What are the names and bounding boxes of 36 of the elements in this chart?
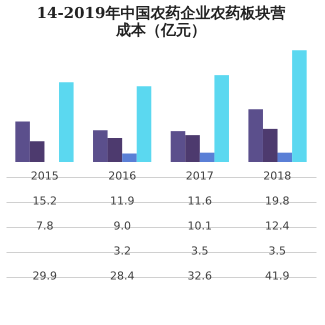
data-label: 29.9 (32, 270, 57, 282)
bar (292, 50, 307, 162)
data-label: 10.1 (188, 220, 212, 232)
bar (170, 131, 186, 162)
bar (278, 152, 292, 162)
text: 14-2019年中国农药企业农药板块营 (36, 4, 286, 22)
bar (30, 141, 44, 162)
data-label: 11.9 (110, 194, 134, 208)
text: 成本（亿元） (116, 21, 206, 39)
bar (59, 82, 74, 162)
data-label: 19.8 (265, 194, 290, 208)
data-label: 32.6 (188, 270, 212, 282)
bar (136, 86, 152, 162)
bar (200, 152, 214, 162)
data-label: 11.6 (188, 194, 212, 208)
data-label: 41.9 (265, 270, 290, 282)
x-tick-label: 2015 (30, 170, 59, 182)
bar (214, 75, 229, 162)
data-label: 9.0 (114, 220, 131, 232)
bar (122, 153, 137, 162)
bar (262, 128, 278, 162)
bar (248, 109, 263, 162)
bar (15, 121, 30, 162)
data-label: 3.5 (268, 244, 286, 258)
data-label: 15.2 (32, 194, 57, 208)
x-tick-label: 2017 (186, 170, 214, 182)
bar (108, 138, 122, 162)
bar (185, 135, 200, 162)
data-label: 3.2 (114, 244, 131, 258)
data-label: 7.8 (36, 220, 54, 232)
data-label: 3.5 (191, 244, 208, 258)
data-label: 28.4 (110, 270, 134, 282)
x-tick-label: 2016 (108, 170, 136, 182)
data-label: 12.4 (265, 220, 290, 232)
x-tick-label: 2018 (263, 170, 292, 182)
bar (93, 130, 108, 162)
